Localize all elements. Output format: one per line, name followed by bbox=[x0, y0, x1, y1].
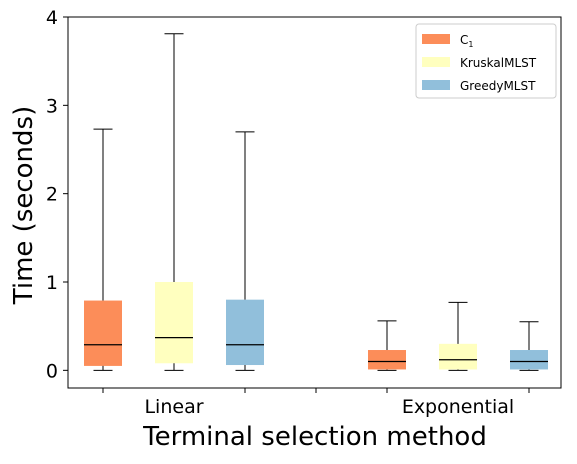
box-body bbox=[226, 299, 264, 366]
axes-layer: 0 1 2 3 4 Linear Exponential bbox=[46, 7, 562, 418]
y-tick-label: 2 bbox=[46, 184, 58, 206]
x-tick-label: Exponential bbox=[402, 396, 514, 418]
box-body bbox=[439, 343, 477, 370]
box-greedymlst-exponential bbox=[510, 321, 548, 371]
y-tick-label: 3 bbox=[46, 95, 58, 117]
y-axis-label: Time (seconds) bbox=[9, 106, 39, 305]
box-c1-exponential bbox=[368, 320, 406, 371]
legend-label: GreedyMLST bbox=[460, 79, 536, 93]
box-body bbox=[155, 282, 193, 364]
box-kruskalmlst-linear bbox=[155, 33, 193, 371]
plot-frame bbox=[67, 16, 562, 389]
y-tick-label: 0 bbox=[46, 360, 58, 382]
legend-label: C1 bbox=[460, 33, 473, 49]
plot-layer bbox=[84, 33, 548, 371]
x-tick-label: Linear bbox=[144, 396, 203, 418]
box-body bbox=[368, 350, 406, 370]
legend-swatch bbox=[422, 34, 450, 44]
y-tick-label: 1 bbox=[46, 272, 58, 294]
legend-swatch bbox=[422, 80, 450, 90]
legend: C1 KruskalMLST GreedyMLST bbox=[415, 23, 557, 99]
box-kruskalmlst-exponential bbox=[439, 301, 477, 371]
x-axis-label: Terminal selection method bbox=[142, 422, 487, 452]
box-c1-linear bbox=[84, 128, 122, 371]
y-tick-label: 4 bbox=[46, 7, 58, 29]
legend-label: KruskalMLST bbox=[460, 56, 537, 70]
box-body bbox=[84, 300, 122, 366]
box-body bbox=[510, 350, 548, 370]
box-greedymlst-linear bbox=[226, 131, 264, 371]
legend-swatch bbox=[422, 57, 450, 67]
legend-box bbox=[415, 23, 557, 99]
